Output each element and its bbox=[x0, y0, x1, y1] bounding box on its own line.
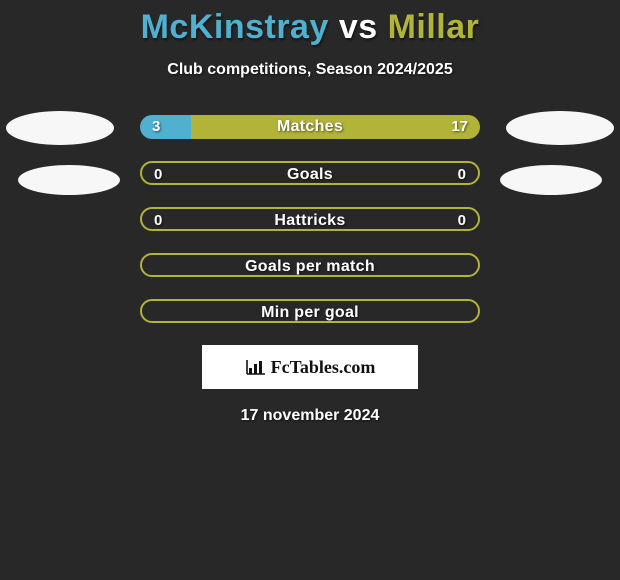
subtitle: Club competitions, Season 2024/2025 bbox=[0, 61, 620, 79]
logo-box: FcTables.com bbox=[202, 345, 418, 389]
stat-bar: Goals per match bbox=[140, 253, 480, 277]
stat-label: Hattricks bbox=[142, 209, 478, 231]
player1-team-avatar bbox=[18, 165, 120, 195]
stat-bar: Min per goal bbox=[140, 299, 480, 323]
player1-avatar bbox=[6, 111, 114, 145]
logo-chart-icon bbox=[245, 358, 267, 376]
stat-label: Min per goal bbox=[142, 301, 478, 323]
comparison-title: McKinstray vs Millar bbox=[0, 0, 620, 47]
stat-bar: 00Goals bbox=[140, 161, 480, 185]
vs-separator: vs bbox=[329, 8, 388, 46]
stat-bar: 00Hattricks bbox=[140, 207, 480, 231]
stat-bars: 317Matches 00Goals 00Hattricks Goals per ma… bbox=[140, 115, 480, 323]
player2-avatar bbox=[506, 111, 614, 145]
logo: FcTables.com bbox=[245, 357, 376, 378]
stat-label: Goals per match bbox=[142, 255, 478, 277]
stat-bar: 317Matches bbox=[140, 115, 480, 139]
player2-name: Millar bbox=[388, 8, 480, 46]
player2-team-avatar bbox=[500, 165, 602, 195]
player1-name: McKinstray bbox=[141, 8, 329, 46]
stat-label: Matches bbox=[140, 115, 480, 139]
date-label: 17 november 2024 bbox=[0, 407, 620, 425]
stat-label: Goals bbox=[142, 163, 478, 185]
logo-brand: FcTables.com bbox=[271, 357, 376, 378]
comparison-panel: 317Matches 00Goals 00Hattricks Goals per ma… bbox=[0, 79, 620, 425]
